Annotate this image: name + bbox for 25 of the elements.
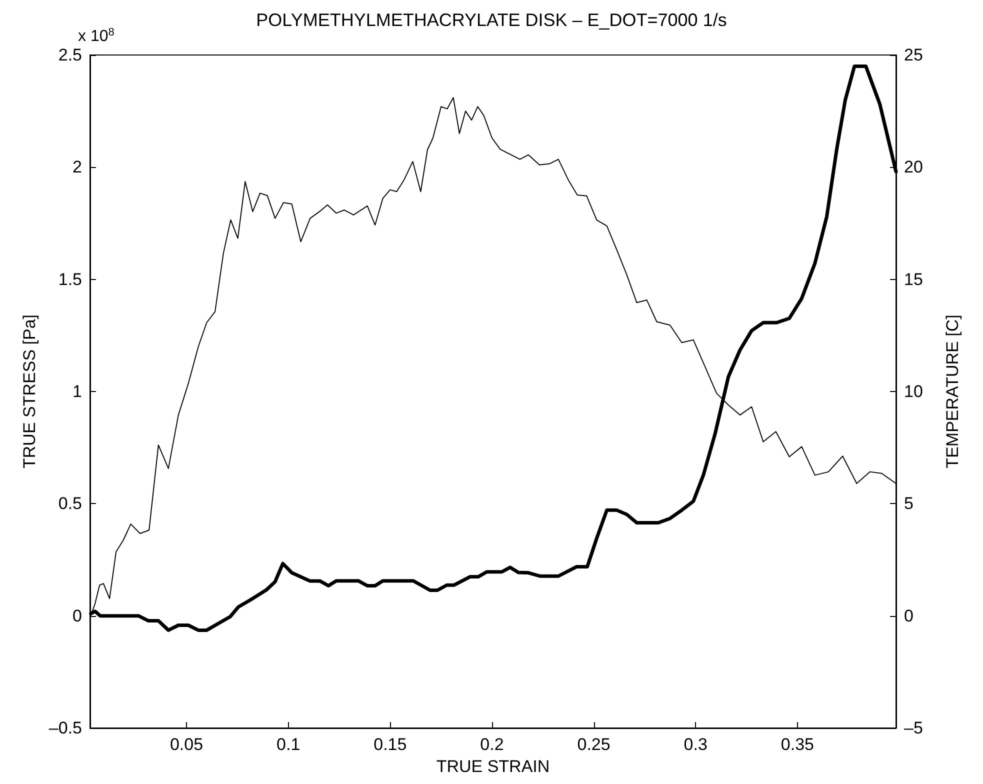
x-tick-label: 0.05 xyxy=(170,735,204,754)
y2-tick-label: 10 xyxy=(904,382,923,401)
y-tick-label: 0.5 xyxy=(58,494,82,514)
y2-tick-label: 5 xyxy=(904,494,914,514)
y2-tick-label: 25 xyxy=(904,46,923,64)
x-tick-label: 0.35 xyxy=(780,735,814,754)
chart-title: POLYMETHYLMETHACRYLATE DISK – E_DOT=7000 1/s xyxy=(256,10,727,30)
y-tick-label: 2 xyxy=(72,158,82,177)
y-tick-label: 0 xyxy=(72,606,82,626)
y2-tick-label: 15 xyxy=(904,270,923,289)
x-axis-title: TRUE STRAIN xyxy=(436,756,550,776)
y-tick-label: –0.5 xyxy=(48,718,82,738)
y-tick-label: 1 xyxy=(72,382,82,401)
x-tick-label: 0.2 xyxy=(480,735,504,754)
x-tick-label: 0.3 xyxy=(684,735,708,754)
x-tick-label: 0.15 xyxy=(374,735,407,754)
y2-tick-label: 0 xyxy=(904,606,914,626)
y-axis-title: TRUE STRESS [Pa] xyxy=(20,314,39,468)
y-tick-label: 1.5 xyxy=(58,270,82,289)
x-tick-label: 0.1 xyxy=(276,735,300,754)
y2-tick-label: 20 xyxy=(904,158,923,177)
x-tick-label: 0.25 xyxy=(577,735,610,754)
y2-axis-title: TEMPERATURE [C] xyxy=(943,314,962,468)
y-tick-label: 2.5 xyxy=(58,46,82,64)
y2-tick-label: –5 xyxy=(904,718,923,738)
